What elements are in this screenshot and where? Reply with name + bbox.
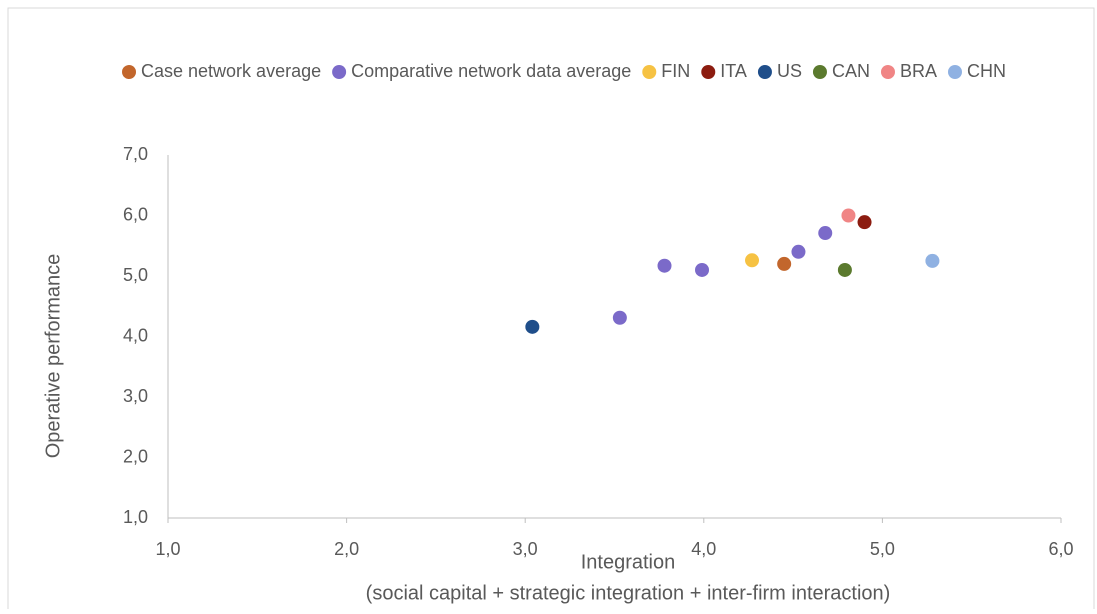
- x-axis-title: Integration: [581, 551, 676, 573]
- legend-marker: [947, 65, 962, 79]
- point: [777, 256, 792, 271]
- point: [791, 244, 806, 259]
- legend-label: ITA: [720, 61, 747, 81]
- x-tick-label: 3,0: [513, 539, 538, 559]
- point: [857, 215, 872, 230]
- y-tick-label: 3,0: [123, 386, 148, 406]
- legend-label: US: [777, 61, 802, 81]
- point: [837, 262, 852, 277]
- legend-marker: [812, 65, 827, 79]
- point: [925, 253, 940, 268]
- legend-marker: [642, 65, 657, 79]
- y-tick-label: 6,0: [123, 204, 148, 224]
- legend-marker: [122, 65, 137, 79]
- y-tick-label: 7,0: [123, 144, 148, 164]
- legend-label: CAN: [832, 61, 870, 81]
- legend-marker: [332, 65, 347, 79]
- legend-marker: [701, 65, 716, 79]
- y-axis-title: Operative performance: [42, 254, 64, 459]
- legend-label: Case network average: [141, 61, 321, 81]
- y-tick-label: 1,0: [123, 507, 148, 527]
- x-tick-label: 6,0: [1048, 539, 1073, 559]
- legend-marker: [757, 65, 772, 79]
- y-tick-label: 2,0: [123, 446, 148, 466]
- y-tick-label: 5,0: [123, 265, 148, 285]
- point: [695, 262, 710, 277]
- point: [745, 253, 760, 268]
- point: [612, 310, 627, 325]
- legend-label: BRA: [900, 61, 937, 81]
- point: [818, 226, 833, 241]
- point: [841, 208, 856, 223]
- x-tick-label: 2,0: [334, 539, 359, 559]
- point: [525, 319, 540, 334]
- legend-label: Comparative network data average: [351, 61, 631, 81]
- chart-border: [7, 7, 1095, 614]
- y-tick-label: 4,0: [123, 325, 148, 345]
- x-tick-label: 4,0: [691, 539, 716, 559]
- x-tick-label: 5,0: [870, 539, 895, 559]
- x-axis-subtitle: (social capital + strategic integration …: [366, 582, 891, 604]
- legend: Case network average Comparative network …: [122, 61, 1006, 81]
- legend-marker: [880, 65, 895, 79]
- point: [657, 258, 672, 273]
- legend-label: CHN: [967, 61, 1006, 81]
- x-tick-label: 1,0: [155, 539, 180, 559]
- legend-label: FIN: [661, 61, 690, 81]
